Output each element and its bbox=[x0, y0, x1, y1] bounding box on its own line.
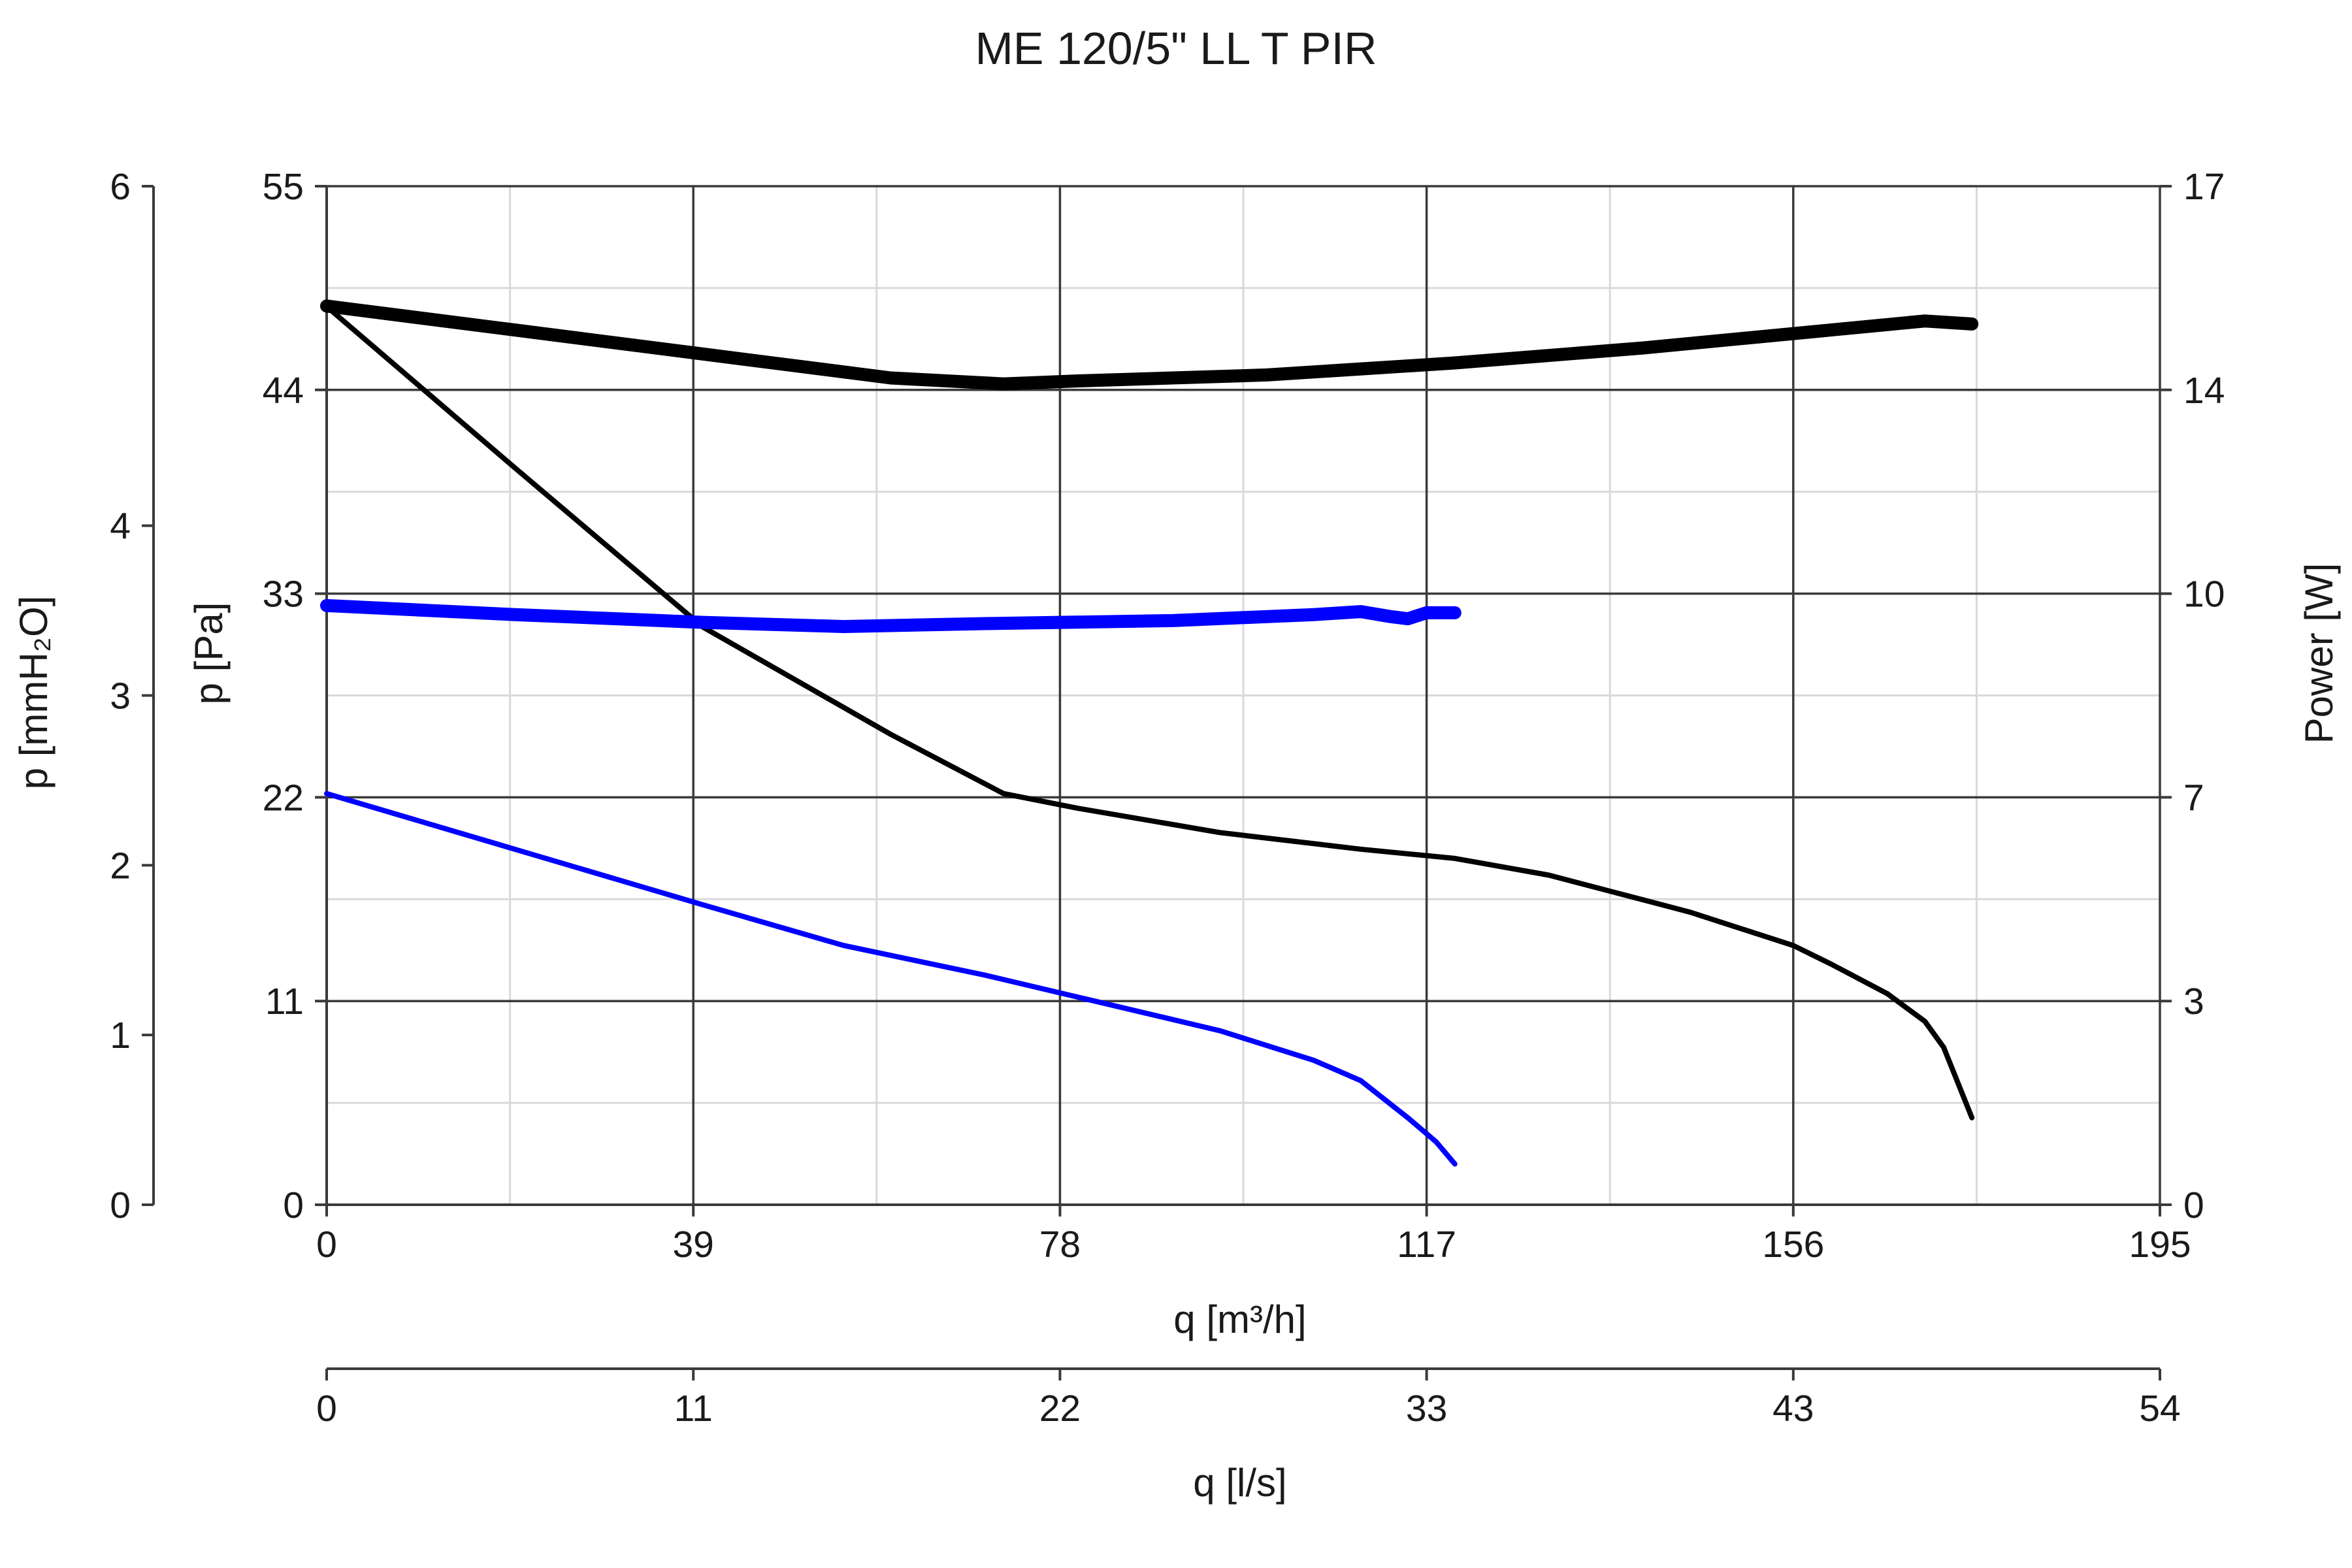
x2-tick-label: 43 bbox=[1772, 1388, 1814, 1429]
y3-tick-label: 10 bbox=[2183, 574, 2225, 615]
y3-tick-label: 0 bbox=[2183, 1184, 2204, 1226]
plot-frame bbox=[325, 185, 2161, 1206]
x2-tick-label: 54 bbox=[2139, 1388, 2180, 1429]
axes-layer: 0 11 22 33 44 55 0 1 2 3 4 6 0 3 7 10 14 17 0 39 78 117 156 195… bbox=[110, 166, 2225, 1429]
x-tick-label: 78 bbox=[1039, 1224, 1081, 1266]
y2-tick-label: 0 bbox=[110, 1184, 131, 1226]
y2-tick-label: 2 bbox=[110, 845, 131, 887]
series-line-4 bbox=[320, 598, 1462, 633]
x-tick-label: 39 bbox=[672, 1224, 713, 1266]
y3-tick-label: 3 bbox=[2183, 981, 2204, 1022]
y2-tick-label: 1 bbox=[110, 1015, 131, 1056]
series-layer bbox=[320, 299, 1979, 1167]
y-tick-label: 44 bbox=[263, 370, 304, 412]
x-tick-label: 195 bbox=[2129, 1224, 2191, 1266]
x-tick-label: 117 bbox=[1397, 1224, 1456, 1266]
x2-tick-label: 33 bbox=[1406, 1388, 1447, 1429]
y-tick-label: 33 bbox=[263, 574, 304, 615]
x-tick-label: 156 bbox=[1762, 1224, 1824, 1266]
minor-gridlines bbox=[327, 186, 2160, 1205]
y2-axis-label: p [mmH₂O] bbox=[12, 596, 56, 790]
x-tick-label: 0 bbox=[316, 1224, 337, 1266]
x-axis-label: q [m³/h] bbox=[1173, 1298, 1306, 1341]
y-tick-label: 22 bbox=[263, 777, 304, 819]
y-tick-label: 0 bbox=[283, 1184, 304, 1226]
y2-tick-label: 6 bbox=[110, 166, 131, 208]
x2-tick-label: 22 bbox=[1039, 1388, 1081, 1429]
x2-tick-label: 11 bbox=[674, 1388, 713, 1429]
y3-tick-label: 7 bbox=[2183, 777, 2204, 819]
y2-tick-label: 3 bbox=[110, 676, 131, 717]
x2-tick-label: 0 bbox=[316, 1388, 337, 1429]
y3-tick-label: 17 bbox=[2183, 166, 2225, 208]
chart-title: ME 120/5" LL T PIR bbox=[975, 23, 1377, 74]
y-axis-label: p [Pa] bbox=[187, 602, 231, 705]
series-line-1 bbox=[324, 304, 1975, 1120]
series-line-2 bbox=[324, 791, 1458, 1167]
y2-tick-label: 4 bbox=[110, 506, 131, 547]
y-tick-label: 11 bbox=[265, 981, 304, 1022]
y-tick-label: 55 bbox=[263, 166, 304, 208]
x2-axis-label: q [l/s] bbox=[1193, 1461, 1286, 1505]
series-line-3 bbox=[320, 299, 1979, 391]
y3-tick-label: 14 bbox=[2183, 370, 2225, 412]
y3-axis-label: Power [W] bbox=[2297, 563, 2341, 744]
